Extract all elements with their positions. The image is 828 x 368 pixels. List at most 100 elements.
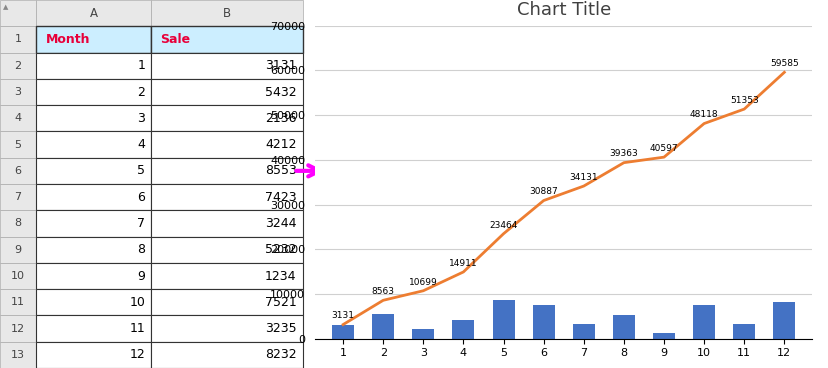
Bar	[151, 289, 302, 315]
Total	[458, 270, 468, 274]
Bar	[151, 237, 302, 263]
Text: 1234: 1234	[265, 269, 296, 283]
Bar	[572, 324, 595, 339]
Text: 8232: 8232	[265, 348, 296, 361]
Bar	[151, 184, 302, 210]
Text: Month: Month	[46, 33, 89, 46]
Text: 3: 3	[15, 87, 22, 97]
Bar	[0, 26, 36, 53]
Bar	[452, 320, 474, 339]
Bar	[151, 79, 302, 105]
Text: 4: 4	[15, 113, 22, 123]
Text: 2: 2	[15, 61, 22, 71]
Bar	[36, 53, 151, 79]
Text: 10: 10	[11, 271, 25, 281]
Bar	[692, 305, 715, 339]
Text: 3131: 3131	[265, 59, 296, 72]
Bar	[36, 315, 151, 342]
Text: 1: 1	[15, 35, 22, 45]
Bar	[332, 325, 354, 339]
Text: 3244: 3244	[265, 217, 296, 230]
Text: 6: 6	[137, 191, 145, 204]
Text: 12: 12	[11, 323, 25, 333]
Bar	[372, 314, 394, 339]
Text: ▲: ▲	[3, 4, 8, 10]
Bar	[0, 184, 36, 210]
Text: 14911: 14911	[449, 259, 477, 268]
Bar	[0, 263, 36, 289]
Bar	[612, 315, 634, 339]
Text: 5232: 5232	[265, 243, 296, 256]
Text: 30887: 30887	[528, 187, 557, 197]
Text: 5: 5	[15, 139, 22, 149]
Total	[658, 155, 668, 159]
Text: 3: 3	[137, 112, 145, 125]
Bar	[36, 26, 151, 53]
Text: 8: 8	[137, 243, 145, 256]
Bar	[732, 324, 754, 339]
Bar	[151, 263, 302, 289]
Text: 3131: 3131	[331, 311, 354, 321]
Bar	[0, 0, 36, 26]
Bar	[532, 305, 554, 339]
Text: 39363: 39363	[609, 149, 638, 159]
Text: 8: 8	[15, 219, 22, 229]
Bar	[0, 158, 36, 184]
Text: A: A	[89, 7, 98, 20]
Bar	[151, 342, 302, 368]
Line: Total: Total	[343, 72, 783, 325]
Text: 2: 2	[137, 85, 145, 99]
Bar	[0, 53, 36, 79]
Bar	[0, 79, 36, 105]
Bar	[0, 315, 36, 342]
Bar	[0, 131, 36, 158]
Bar	[151, 158, 302, 184]
Text: 40597: 40597	[649, 144, 677, 153]
Text: 12: 12	[129, 348, 145, 361]
Text: 11: 11	[129, 322, 145, 335]
Bar	[36, 263, 151, 289]
Text: 7: 7	[15, 192, 22, 202]
Total	[538, 198, 548, 203]
Total	[619, 160, 628, 165]
Bar	[151, 315, 302, 342]
Bar	[652, 333, 674, 339]
Text: 4: 4	[137, 138, 145, 151]
Bar	[151, 0, 302, 26]
Text: 10: 10	[129, 296, 145, 309]
Title: Chart Title: Chart Title	[516, 1, 610, 19]
Total	[739, 107, 749, 111]
Text: 10699: 10699	[408, 277, 437, 287]
Bar	[36, 158, 151, 184]
Text: 48118: 48118	[689, 110, 718, 119]
Text: 59585: 59585	[769, 59, 797, 68]
Text: 51353: 51353	[729, 96, 758, 105]
Text: 1: 1	[137, 59, 145, 72]
Text: B: B	[223, 7, 231, 20]
Bar	[36, 210, 151, 237]
Bar	[36, 105, 151, 131]
Text: 13: 13	[11, 350, 25, 360]
Text: 7: 7	[137, 217, 145, 230]
Total	[418, 289, 428, 293]
Bar	[492, 300, 514, 339]
Text: 5432: 5432	[265, 85, 296, 99]
Total	[338, 322, 348, 327]
Bar	[151, 26, 302, 53]
Bar	[0, 105, 36, 131]
Total	[378, 298, 388, 302]
Text: 5: 5	[137, 164, 145, 177]
Bar	[0, 210, 36, 237]
Total	[778, 70, 788, 74]
Bar	[0, 237, 36, 263]
Text: 34131: 34131	[569, 173, 597, 182]
Text: 2136: 2136	[265, 112, 296, 125]
Bar	[36, 79, 151, 105]
Bar	[36, 0, 151, 26]
Text: 7521: 7521	[264, 296, 296, 309]
Text: 23464: 23464	[489, 220, 518, 230]
Bar	[412, 329, 434, 339]
Bar	[36, 131, 151, 158]
Text: 6: 6	[15, 166, 22, 176]
Total	[498, 231, 508, 236]
